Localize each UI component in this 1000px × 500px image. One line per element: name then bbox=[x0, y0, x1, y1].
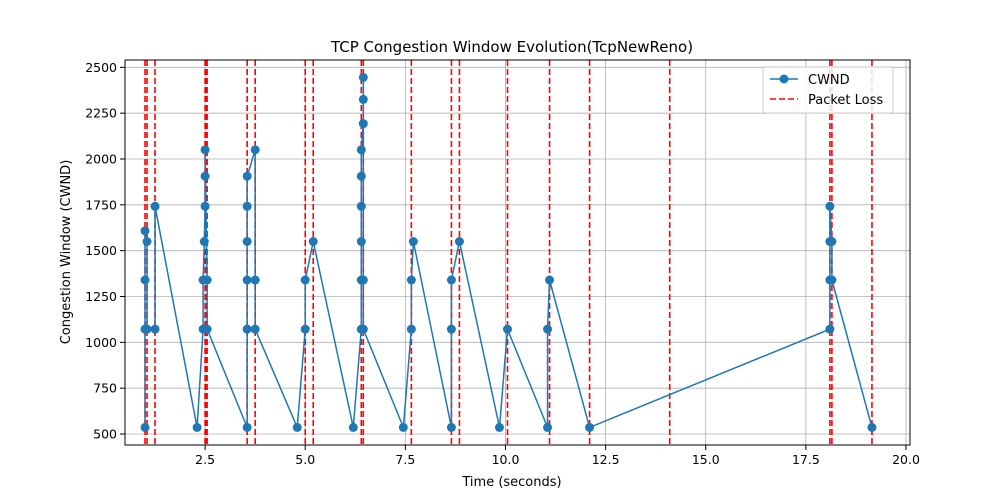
cwnd-point bbox=[142, 237, 152, 246]
cwnd-point bbox=[142, 324, 152, 334]
x-tick-label: 5.0 bbox=[295, 452, 315, 467]
cwnd-point bbox=[300, 324, 310, 334]
legend-cwnd-marker bbox=[779, 74, 789, 84]
cwnd-point bbox=[494, 422, 504, 432]
cwnd-point bbox=[446, 324, 456, 334]
cwnd-point bbox=[356, 201, 366, 211]
cwnd-point bbox=[356, 171, 366, 181]
cwnd-point bbox=[446, 422, 456, 432]
y-tick-label: 2000 bbox=[85, 152, 117, 167]
cwnd-point bbox=[150, 201, 160, 211]
plot-frame bbox=[124, 59, 911, 446]
cwnd-point bbox=[406, 275, 416, 285]
cwnd-point bbox=[827, 237, 837, 246]
cwnd-point bbox=[358, 275, 368, 285]
chart-title: TCP Congestion Window Evolution(TcpNewRe… bbox=[330, 38, 693, 56]
cwnd-point bbox=[292, 422, 302, 432]
cwnd-point bbox=[200, 201, 210, 211]
y-axis-label: Congestion Window (CWND) bbox=[59, 160, 74, 345]
x-tick-label: 20.0 bbox=[892, 452, 920, 467]
cwnd-point bbox=[150, 324, 160, 334]
x-tick-label: 15.0 bbox=[692, 452, 720, 467]
cwnd-point bbox=[140, 422, 150, 432]
cwnd-point bbox=[358, 119, 368, 129]
y-tick-label: 2250 bbox=[85, 106, 117, 121]
cwnd-point bbox=[825, 324, 835, 334]
legend-cwnd-label: CWND bbox=[808, 73, 850, 88]
cwnd-point bbox=[358, 72, 368, 82]
x-tick-label: 10.0 bbox=[492, 452, 520, 467]
cwnd-point bbox=[200, 145, 210, 155]
cwnd-point bbox=[300, 275, 310, 285]
cwnd-point bbox=[825, 201, 835, 211]
cwnd-point bbox=[585, 422, 595, 432]
y-tick-label: 1250 bbox=[85, 289, 117, 304]
legend-loss-label: Packet Loss bbox=[808, 93, 883, 108]
cwnd-point bbox=[242, 275, 252, 285]
cwnd-point bbox=[543, 422, 553, 432]
cwnd-point bbox=[242, 171, 252, 181]
cwnd-point bbox=[502, 324, 512, 334]
y-tick-label: 1750 bbox=[85, 197, 117, 212]
cwnd-point bbox=[242, 422, 252, 432]
cwnd-point bbox=[250, 145, 260, 155]
cwnd-point bbox=[867, 422, 877, 432]
cwnd-point bbox=[358, 324, 368, 334]
x-axis-label: Time (seconds) bbox=[461, 475, 561, 490]
x-tick-label: 12.5 bbox=[592, 452, 620, 467]
cwnd-point bbox=[199, 237, 209, 246]
cwnd-point bbox=[250, 275, 260, 285]
cwnd-point bbox=[202, 275, 212, 285]
cwnd-point bbox=[446, 275, 456, 285]
cwnd-point bbox=[242, 237, 252, 246]
cwnd-point bbox=[192, 422, 202, 432]
cwnd-point bbox=[140, 226, 150, 236]
cwnd-point bbox=[408, 237, 418, 246]
legend: CWND Packet Loss bbox=[762, 66, 894, 114]
cwnd-point bbox=[242, 201, 252, 211]
y-tick-label: 500 bbox=[93, 427, 117, 442]
cwnd-point bbox=[358, 94, 368, 104]
cwnd-point bbox=[827, 275, 837, 285]
cwnd-point bbox=[454, 237, 464, 246]
x-tick-label: 7.5 bbox=[395, 452, 415, 467]
cwnd-point bbox=[545, 275, 555, 285]
cwnd-point bbox=[242, 324, 252, 334]
cwnd-point bbox=[356, 237, 366, 246]
cwnd-point bbox=[308, 237, 318, 246]
x-tick-label: 17.5 bbox=[792, 452, 820, 467]
y-tick-label: 750 bbox=[93, 381, 117, 396]
cwnd-point bbox=[140, 275, 150, 285]
x-axis: 2.5 5.0 7.5 10.0 12.5 15.0 17.5 20.0 bbox=[195, 445, 920, 467]
y-tick-label: 1000 bbox=[85, 335, 117, 350]
cwnd-point bbox=[202, 324, 212, 334]
cwnd-point bbox=[356, 145, 366, 155]
y-tick-label: 1500 bbox=[85, 243, 117, 258]
cwnd-point bbox=[348, 422, 358, 432]
y-axis: 500 750 1000 1250 1500 1750 2000 2250 2500 bbox=[85, 60, 125, 442]
cwnd-point bbox=[200, 171, 210, 181]
cwnd-point bbox=[398, 422, 408, 432]
cwnd-point bbox=[406, 324, 416, 334]
cwnd-point bbox=[250, 324, 260, 334]
y-tick-label: 2500 bbox=[85, 60, 117, 75]
x-tick-label: 2.5 bbox=[195, 452, 215, 467]
cwnd-points bbox=[140, 72, 877, 432]
cwnd-point bbox=[543, 324, 553, 334]
